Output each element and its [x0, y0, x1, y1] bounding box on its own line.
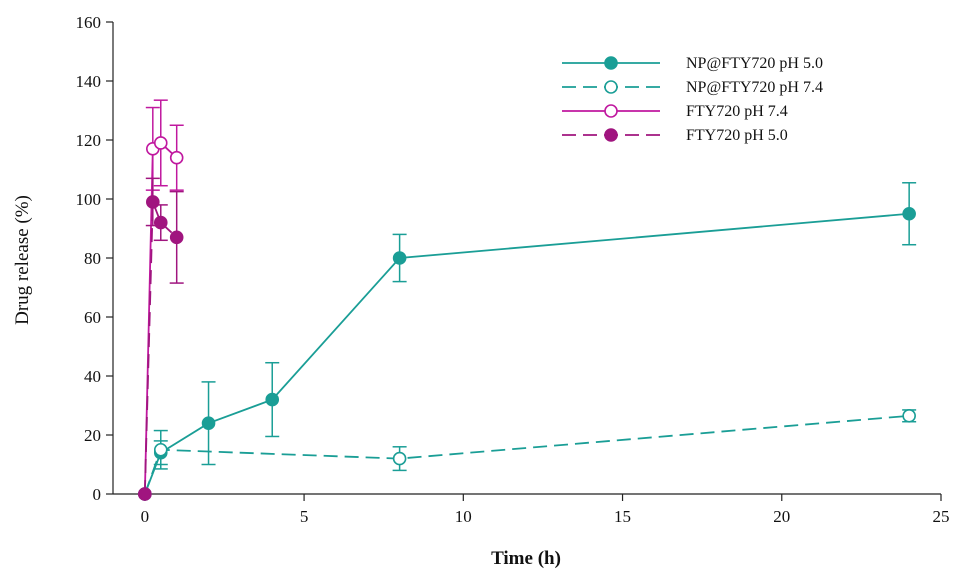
series-line [143, 414, 910, 495]
legend-label: NP@FTY720 pH 5.0 [686, 55, 823, 72]
x-tick-label: 10 [455, 507, 472, 526]
y-tick-label: 100 [76, 190, 102, 209]
data-point [169, 150, 184, 165]
data-point [902, 206, 916, 221]
axes: 0 20 40 60 80 100 120 140 160 0 5 10 15 20 25 [76, 13, 950, 526]
legend-label: NP@FTY720 pH 7.4 [686, 79, 823, 96]
y-tick-label: 0 [93, 485, 102, 504]
y-axis-title: Drug release (%) [12, 195, 33, 325]
x-tick-label: 5 [300, 507, 309, 526]
series-2 [138, 409, 917, 501]
legend-item-3: FTY720 pH 7.4 [562, 103, 788, 120]
y-tick-label: 160 [76, 13, 102, 32]
y-tick-label: 20 [84, 426, 101, 445]
data-point [265, 392, 280, 407]
y-tick-label: 60 [84, 308, 101, 327]
legend-swatch-marker [604, 80, 618, 94]
data-point [138, 487, 152, 501]
x-axis-title: Time (h) [491, 548, 561, 569]
data-point [201, 416, 216, 431]
data-point [902, 409, 916, 423]
legend-swatch-marker [604, 56, 618, 70]
data-point [169, 230, 184, 245]
legend-item-4: FTY720 pH 5.0 [562, 127, 788, 144]
data-point [153, 136, 168, 150]
series-line [144, 212, 910, 495]
legend-item-2: NP@FTY720 pH 7.4 [562, 79, 823, 96]
data-point [392, 251, 407, 265]
legend: NP@FTY720 pH 5.0 NP@FTY720 pH 7.4 FTY720 p… [562, 55, 823, 144]
data-point [153, 442, 168, 457]
y-tick-label: 120 [76, 131, 102, 150]
series-line [143, 201, 178, 495]
legend-label: FTY720 pH 7.4 [686, 103, 788, 120]
legend-label: FTY720 pH 5.0 [686, 127, 788, 144]
data-point [392, 451, 407, 466]
data-point [146, 195, 160, 209]
y-tick-label: 140 [76, 72, 102, 91]
x-tick-label: 25 [933, 507, 950, 526]
legend-swatch-marker [604, 104, 618, 118]
x-tick-label: 0 [141, 507, 150, 526]
legend-item-1: NP@FTY720 pH 5.0 [562, 55, 823, 72]
x-tick-label: 20 [773, 507, 790, 526]
y-tick-label: 80 [84, 249, 101, 268]
data-point [153, 215, 168, 230]
y-tick-label: 40 [84, 367, 101, 386]
x-tick-label: 15 [614, 507, 631, 526]
series-layer [138, 99, 917, 501]
legend-swatch-marker [604, 128, 618, 142]
series-4 [138, 177, 184, 501]
series-1 [138, 182, 917, 501]
